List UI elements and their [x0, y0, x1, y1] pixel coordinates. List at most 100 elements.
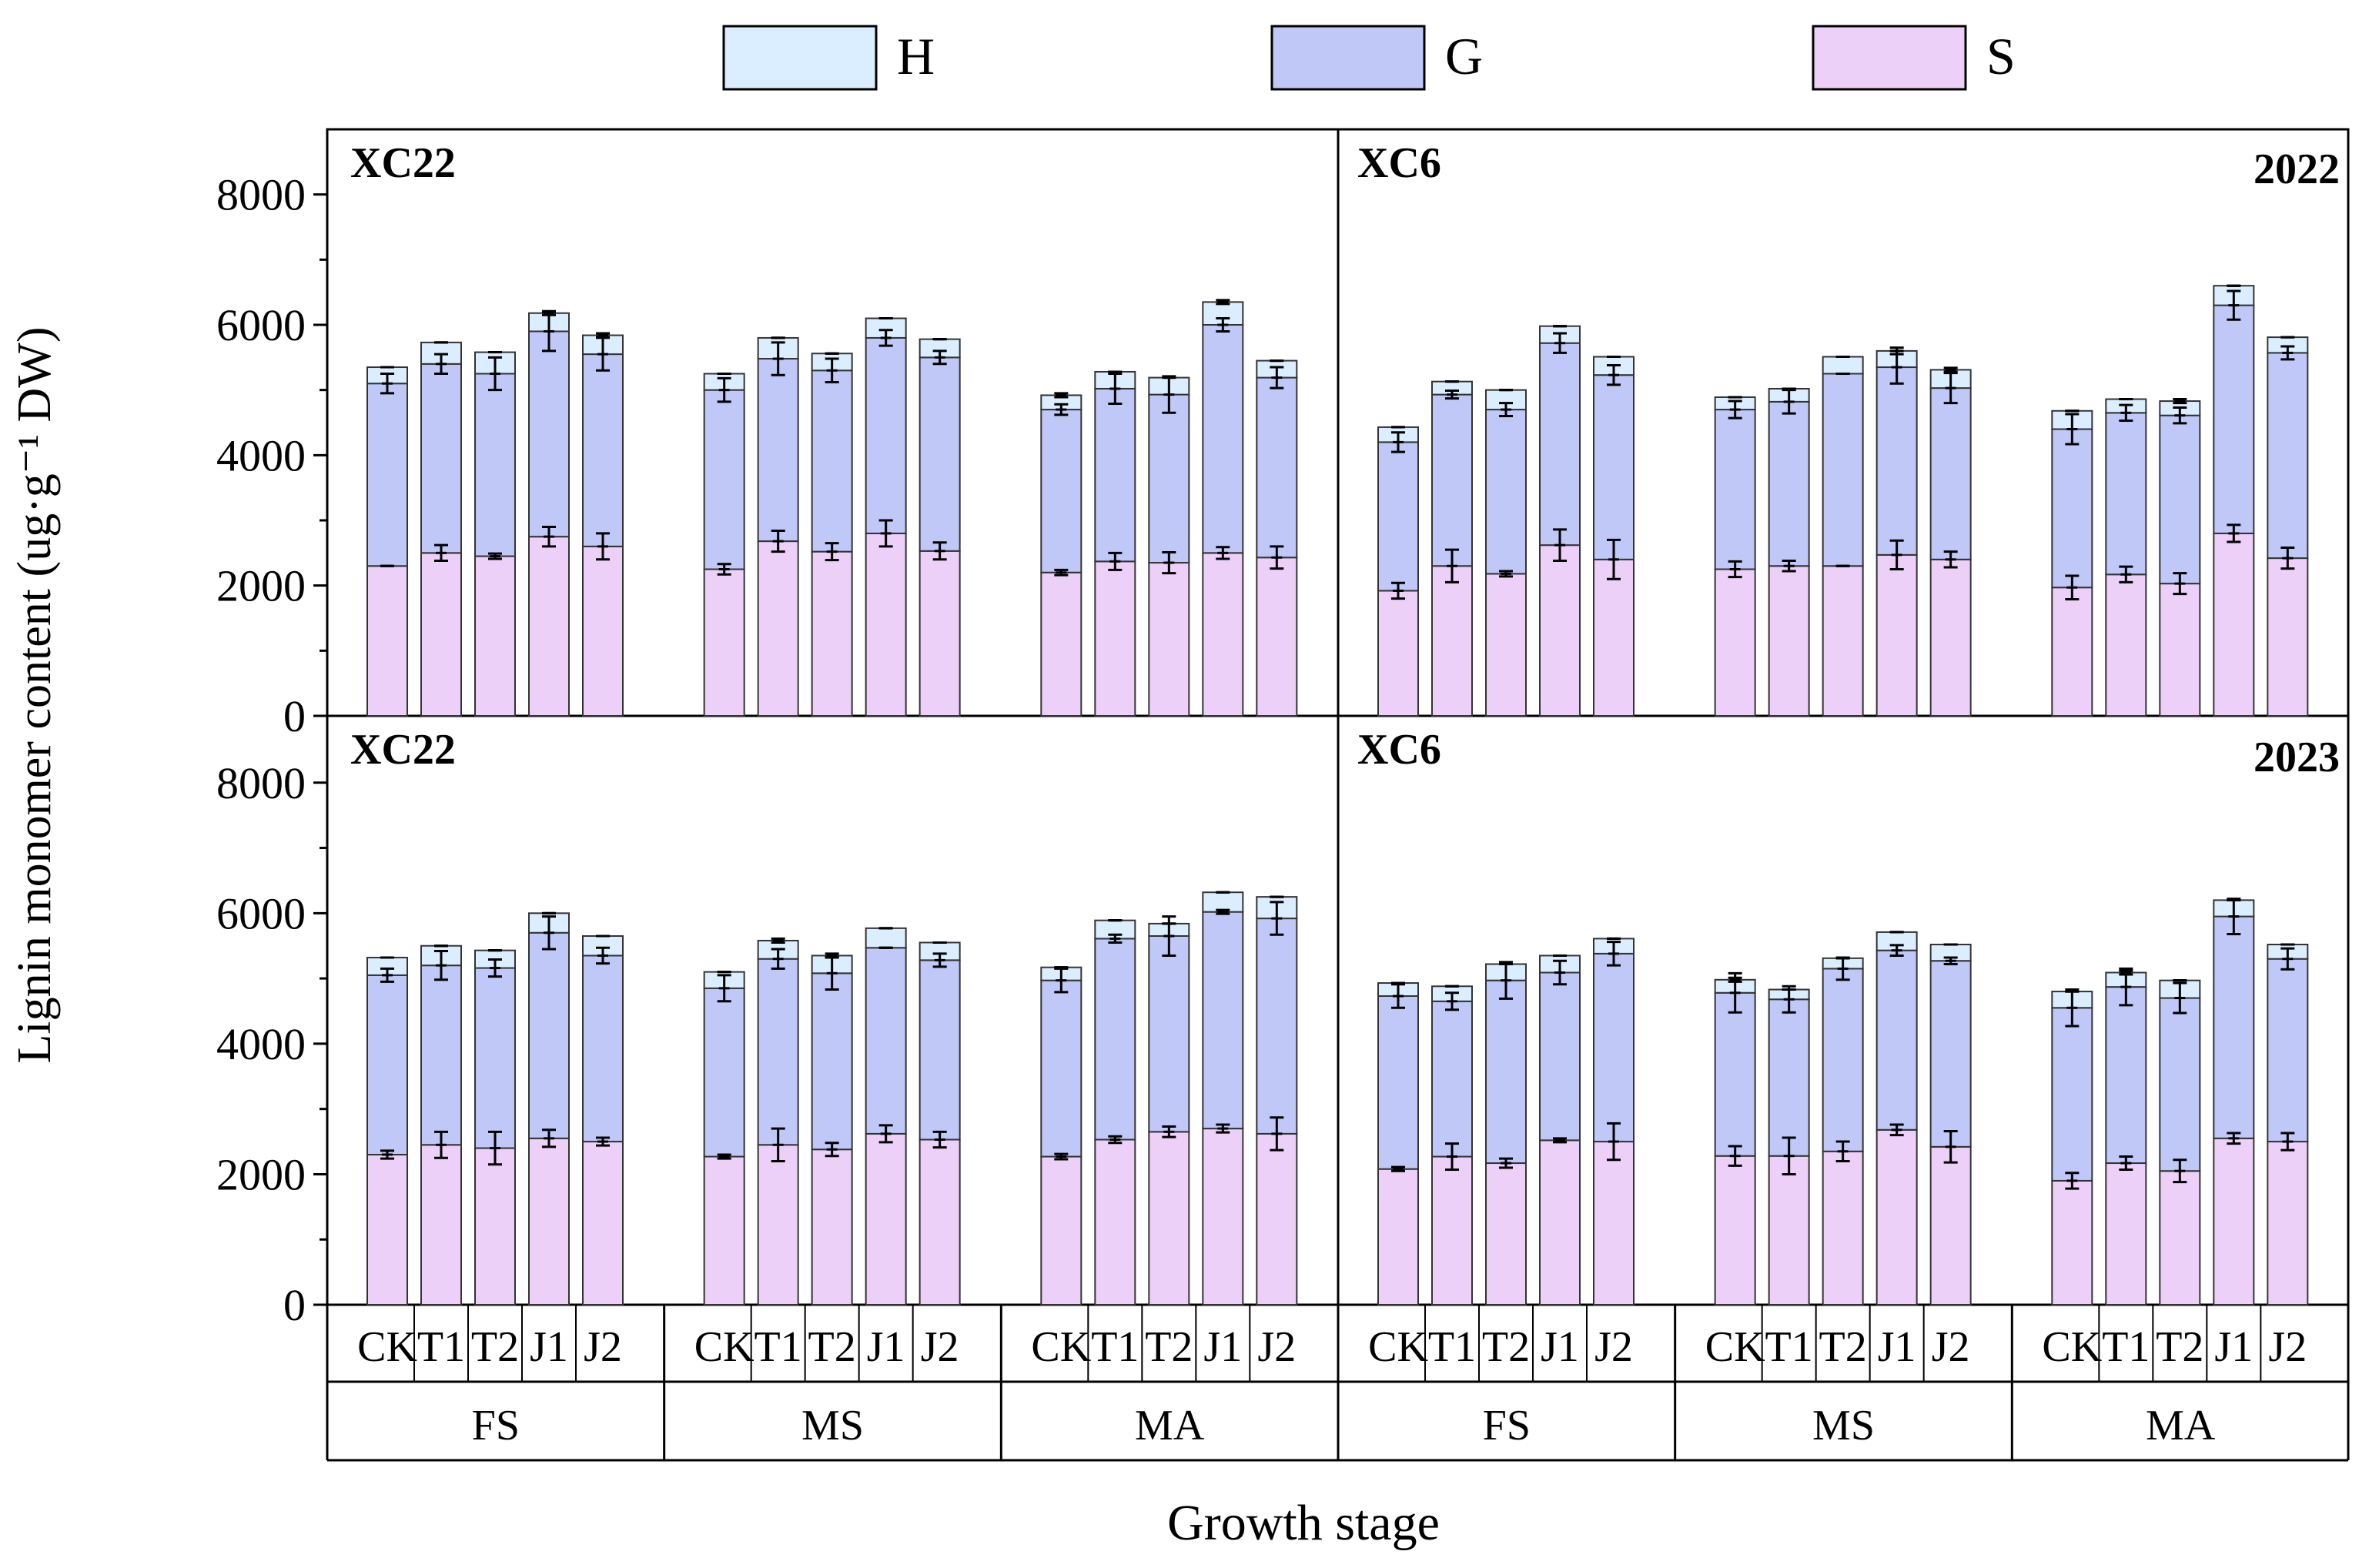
bar-FS-J2-S	[1593, 558, 1635, 717]
bar-MA-CK-S	[2051, 587, 2093, 717]
treatment-label: T1	[1765, 1323, 1813, 1371]
treatment-label: J2	[1932, 1323, 1970, 1371]
panel-XC22-2023: XC22	[350, 726, 1298, 1306]
bar-MS-CK-G	[703, 987, 745, 1158]
bar-FS-J1-G	[1539, 971, 1581, 1142]
bar-MS-T1-G	[1768, 400, 1810, 567]
bar-MA-CK-S	[1040, 571, 1082, 717]
bar-MS-J2-S	[918, 1138, 961, 1306]
treatment-label: CK	[1368, 1323, 1428, 1371]
bar-FS-J2-G	[582, 955, 624, 1143]
bar-MA-J2-S	[2267, 557, 2309, 717]
bar-MA-J1-S	[1202, 1128, 1244, 1306]
bar-MS-T1-S	[1768, 565, 1810, 717]
bar-FS-CK-S	[1377, 590, 1419, 717]
bar-MA-T2-G	[1148, 935, 1190, 1133]
treatment-label: CK	[2042, 1323, 2102, 1371]
bar-MS-CK-S	[1714, 1155, 1756, 1306]
treatment-label: J1	[867, 1323, 905, 1371]
bar-MS-T2-G	[1822, 968, 1864, 1152]
bar-MA-T1-S	[1094, 1138, 1136, 1306]
treatment-label: J1	[1203, 1323, 1242, 1371]
y-tick-label: 8000	[216, 758, 306, 808]
bar-FS-T2-G	[474, 373, 516, 557]
bar-MA-J1-G	[2213, 915, 2255, 1139]
bar-MS-J1-S	[1875, 1128, 1918, 1306]
y-tick-label: 4000	[216, 430, 306, 480]
bar-MS-CK-G	[1714, 991, 1756, 1157]
treatment-label: J2	[921, 1323, 959, 1371]
treatment-label: J1	[2214, 1323, 2253, 1371]
bar-MS-J1-G	[1875, 366, 1918, 556]
bar-MS-T2-G	[1822, 373, 1864, 567]
bar-MS-T2-S	[1822, 565, 1864, 717]
bar-FS-J2-S	[582, 1141, 624, 1306]
stage-label: FS	[472, 1402, 520, 1449]
treatment-label: J1	[530, 1323, 568, 1371]
panel-year-label: 2023	[2254, 734, 2340, 781]
bar-FS-T1-S	[420, 1144, 462, 1306]
legend-swatch-G	[1270, 25, 1426, 91]
bar-MS-J1-G	[1875, 949, 1918, 1131]
bar-MS-J1-S	[865, 532, 907, 717]
treatment-label: T1	[755, 1323, 802, 1371]
treatment-label: J2	[1594, 1323, 1633, 1371]
bar-MA-T1-S	[1094, 560, 1136, 717]
bar-FS-J2-G	[1593, 952, 1635, 1143]
bar-MS-T2-S	[811, 1148, 853, 1306]
bar-MA-J1-S	[2213, 1137, 2255, 1306]
treatment-label: T2	[1145, 1323, 1193, 1371]
y-axis: 0 2000 4000 6000 8000 0 2000 4000 6000 8000	[216, 170, 327, 1330]
treatment-label: T2	[808, 1323, 856, 1371]
bar-MS-CK-S	[703, 568, 745, 717]
panel-XC6-2023: XC6 2023	[1357, 726, 2340, 1306]
bar-FS-CK-G	[366, 974, 408, 1156]
bar-MA-T1-S	[2105, 1162, 2147, 1306]
panel-cultivar-label: XC6	[1357, 139, 1441, 187]
bar-MS-J2-G	[918, 356, 961, 552]
panel-XC6-2022: XC6 2022	[1357, 139, 2340, 717]
treatment-label: T1	[1428, 1323, 1476, 1371]
bar-MS-T1-S	[757, 1144, 799, 1306]
bar-FS-J2-G	[1593, 374, 1635, 560]
x-axis-label: Growth stage	[1167, 1495, 1440, 1551]
treatment-label: CK	[1031, 1323, 1091, 1371]
stage-label: MA	[1135, 1402, 1205, 1449]
treatment-label: T1	[2102, 1323, 2150, 1371]
bar-MS-J2-S	[1929, 1145, 1972, 1306]
bar-FS-T2-S	[474, 1147, 516, 1306]
bar-FS-T1-S	[1431, 565, 1473, 717]
bar-FS-J2-S	[1593, 1141, 1635, 1306]
bar-MA-J2-S	[2267, 1141, 2309, 1306]
bar-FS-J2-S	[582, 545, 624, 717]
bar-MS-T1-G	[757, 958, 799, 1146]
y-tick-label: 2000	[216, 1149, 306, 1199]
bar-FS-T1-G	[420, 363, 462, 554]
treatment-label: J1	[1541, 1323, 1579, 1371]
y-tick-label: 2000	[216, 561, 306, 611]
y-tick-label: 0	[283, 1280, 306, 1330]
bar-MS-T2-G	[811, 369, 853, 553]
bar-MA-J1-S	[1202, 552, 1244, 717]
bar-FS-T2-S	[1485, 1162, 1527, 1306]
bar-MA-J2-G	[1256, 376, 1298, 559]
bar-FS-J1-S	[1539, 544, 1581, 717]
bar-MS-J1-S	[865, 1132, 907, 1306]
bar-MA-J2-G	[1256, 918, 1298, 1135]
treatment-label: CK	[1705, 1323, 1765, 1371]
legend-swatch-S	[1812, 25, 1967, 91]
bar-MA-J1-S	[2213, 532, 2255, 717]
bar-MA-J2-S	[1256, 557, 1298, 717]
bar-MA-J2-G	[2267, 958, 2309, 1143]
bar-FS-T2-G	[474, 967, 516, 1149]
bar-MA-CK-S	[1040, 1155, 1082, 1306]
bar-FS-T2-G	[1485, 409, 1527, 575]
treatment-label: T2	[1482, 1323, 1530, 1371]
bar-FS-J1-G	[528, 931, 570, 1139]
bar-FS-J2-G	[582, 353, 624, 547]
treatment-label: T2	[471, 1323, 519, 1371]
bar-FS-CK-S	[366, 565, 408, 717]
bar-MS-T2-H	[1822, 356, 1864, 375]
y-tick-label: 6000	[216, 300, 306, 350]
